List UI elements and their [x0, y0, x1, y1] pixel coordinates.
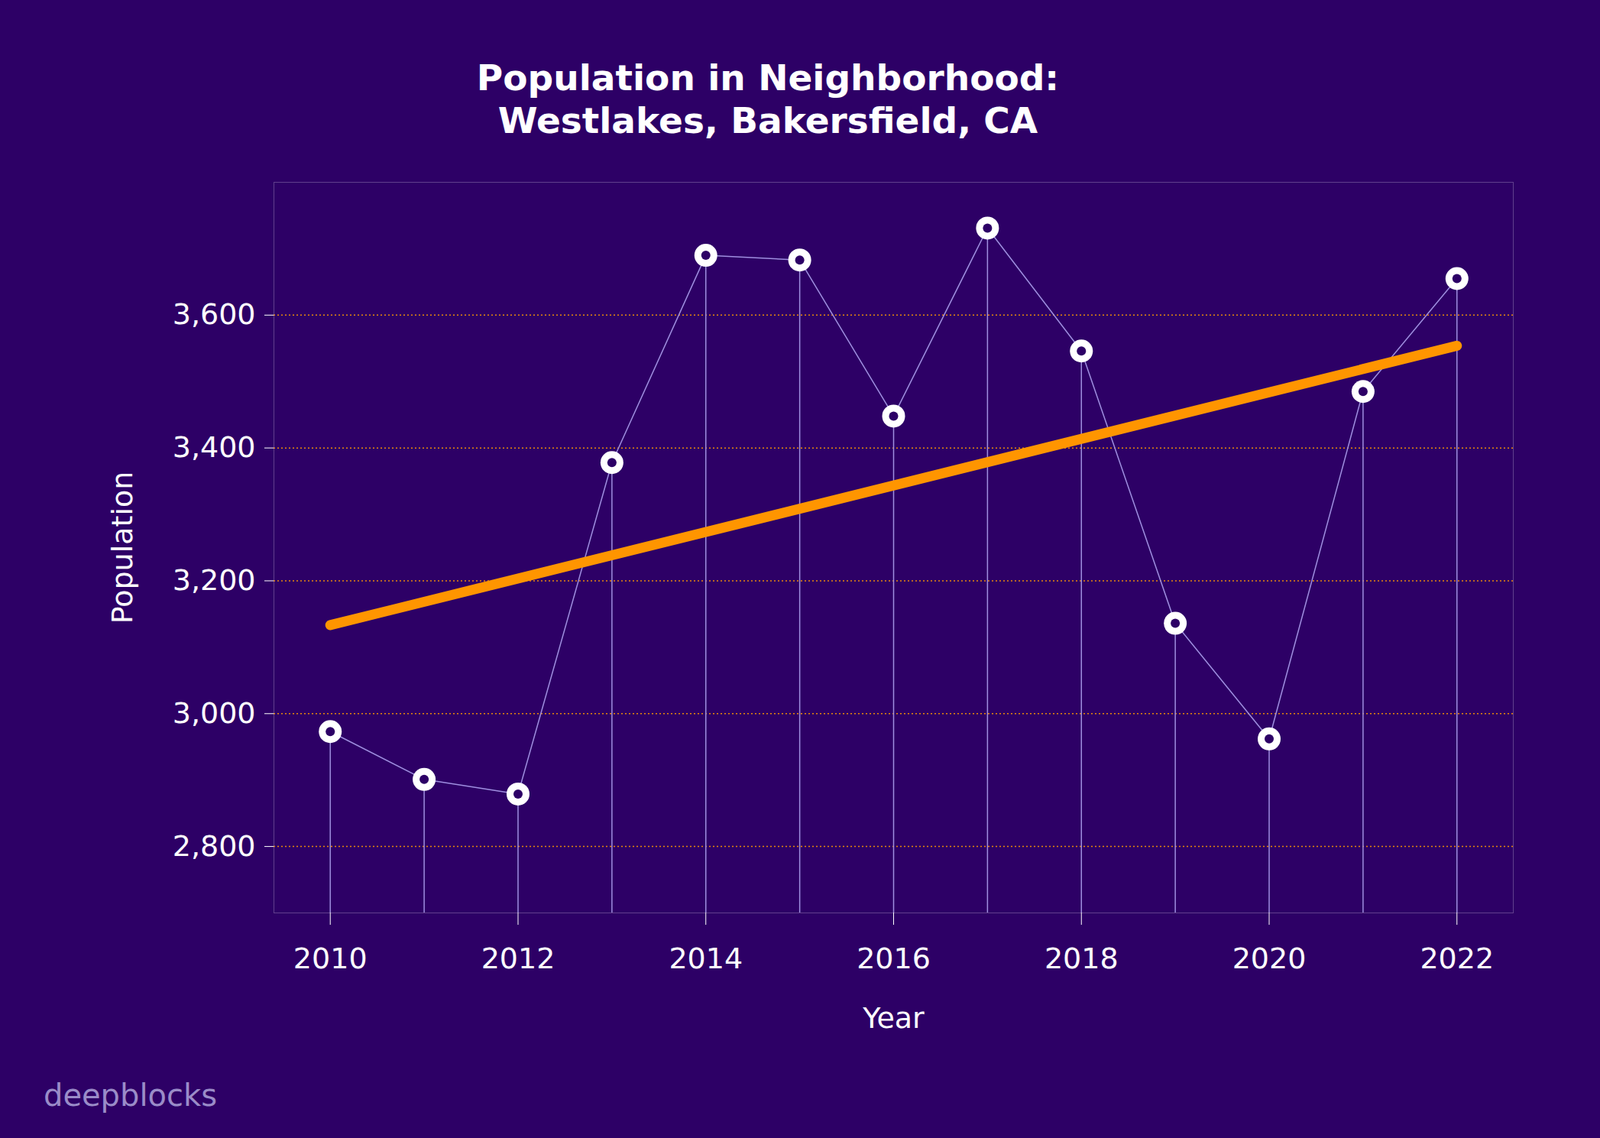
- svg-text:3,400: 3,400: [172, 430, 256, 464]
- html-text:deepblocks: deepblocks: [43, 1077, 218, 1113]
- svg-text:2014: 2014: [668, 941, 743, 975]
- svg-text:2,800: 2,800: [172, 829, 256, 863]
- html-text:Population in Neighborhood: We: Population in Neighborhood: Westlakes, B…: [476, 56, 1060, 142]
- svg-text:Year: Year: [861, 1000, 925, 1035]
- svg-text:2010: 2010: [293, 941, 368, 975]
- svg-text:2018: 2018: [1044, 941, 1119, 975]
- svg-text:3,600: 3,600: [172, 297, 256, 331]
- svg-text:2016: 2016: [856, 941, 931, 975]
- svg-text:2022: 2022: [1419, 941, 1494, 975]
- svg-text:2020: 2020: [1232, 941, 1307, 975]
- svg-text:2012: 2012: [481, 941, 556, 975]
- svg-text:Population: Population: [105, 471, 140, 625]
- svg-text:3,200: 3,200: [172, 563, 256, 597]
- svg-text:3,000: 3,000: [172, 696, 256, 730]
